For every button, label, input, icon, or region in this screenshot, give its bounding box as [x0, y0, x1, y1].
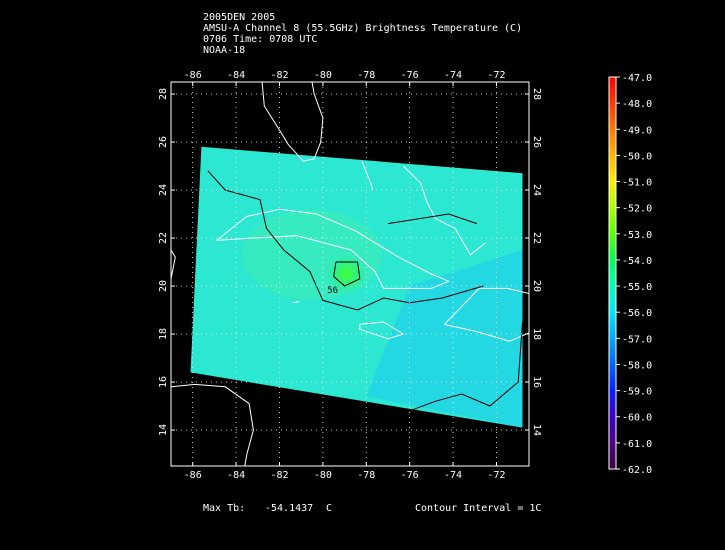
colorbar-tick-label: -53.0 — [622, 230, 652, 241]
colorbar-segment — [609, 442, 616, 470]
axis-ticks: -86 -86 -84 -84 -82 -82 -80 -80 -78 -78 -76 -76 -74 -… — [158, 70, 542, 481]
colorbar-tick-label: -62.0 — [622, 465, 652, 476]
colorbar-segment — [609, 103, 616, 130]
x-tick-label-bottom: -84 — [227, 470, 245, 481]
contour-label: 56 — [327, 286, 338, 296]
y-tick-label-left: 28 — [158, 88, 169, 100]
colorbar: -47.0 -48.0 -49.0 -50.0 -51.0 -52.0 -53.0 -54.0… — [608, 73, 652, 476]
colorbar-tick-label: -58.0 — [622, 360, 652, 371]
colorbar-tick-label: -48.0 — [622, 99, 652, 110]
y-tick-label-left: 14 — [158, 424, 169, 436]
grid-layer — [171, 82, 529, 466]
x-tick-label-bottom: -76 — [401, 470, 419, 481]
max-tb-unit: C — [326, 503, 333, 514]
colorbar-tick-label: -60.0 — [622, 413, 652, 424]
contour-east — [387, 213, 478, 225]
colorbar-segment — [609, 259, 616, 287]
y-tick-label-left: 24 — [158, 184, 169, 196]
y-tick-label-right: 22 — [531, 232, 542, 244]
x-tick-label-top: -72 — [487, 70, 505, 81]
y-tick-label-right: 24 — [531, 184, 542, 196]
cayman-islands — [292, 301, 300, 304]
contour-interval: Contour Interval = 1C — [415, 503, 542, 514]
colorbar-segment — [609, 286, 616, 313]
colorbar-segment — [609, 129, 616, 156]
max-tb-label: Max Tb: — [203, 503, 246, 514]
colorbar-segment — [609, 155, 616, 183]
colorbar-tick-label: -61.0 — [622, 439, 652, 450]
title-line-1: 2005DEN 2005 — [203, 12, 276, 23]
colorbar-segment — [609, 312, 616, 339]
bahamas-chain — [402, 165, 486, 256]
cuba-coast — [216, 208, 451, 289]
colorbar-tick-label: -56.0 — [622, 308, 652, 319]
colorbar-segment — [609, 233, 616, 261]
contour-south — [409, 321, 523, 412]
y-tick-label-left: 18 — [158, 328, 169, 340]
colorbar-segment — [609, 77, 616, 104]
colorbar-segment — [609, 364, 616, 392]
colorbar-tick-label: -54.0 — [622, 256, 652, 267]
title-line-2: AMSU-A Channel 8 (55.5GHz) Brightness Te… — [203, 23, 523, 34]
y-tick-label-left: 22 — [158, 232, 169, 244]
colorbar-segment — [609, 390, 616, 418]
colorbar-tick-label: -47.0 — [622, 73, 652, 84]
y-tick-label-right: 20 — [531, 280, 542, 292]
colorbar-tick-label: -49.0 — [622, 125, 652, 136]
colorbar-tick-label: -55.0 — [622, 282, 652, 293]
y-tick-label-right: 16 — [531, 376, 542, 388]
swath-cool-region — [366, 250, 523, 428]
x-tick-label-top: -82 — [270, 70, 288, 81]
x-tick-label-top: -74 — [444, 70, 462, 81]
hispaniola-coast — [444, 287, 529, 342]
coastline-layer — [171, 82, 529, 466]
x-tick-label-top: -80 — [314, 70, 332, 81]
florida-coast — [261, 82, 324, 162]
jamaica-coast — [359, 321, 405, 340]
map-frame — [170, 81, 530, 467]
x-tick-label-bottom: -80 — [314, 470, 332, 481]
y-tick-label-right: 14 — [531, 424, 542, 436]
contour-inner — [333, 261, 361, 287]
colorbar-frame — [608, 76, 617, 470]
x-tick-label-bottom: -72 — [487, 470, 505, 481]
x-tick-label-bottom: -86 — [184, 470, 202, 481]
swath-layer — [190, 146, 523, 428]
x-tick-label-bottom: -74 — [444, 470, 462, 481]
colorbar-segment — [609, 416, 616, 444]
colorbar-tick-label: -57.0 — [622, 334, 652, 345]
title-line-4: NOAA-18 — [203, 45, 246, 56]
x-tick-label-top: -78 — [357, 70, 375, 81]
colorbar-segment — [609, 338, 616, 365]
colorbar-tick-label: -59.0 — [622, 387, 652, 398]
x-tick-label-bottom: -78 — [357, 470, 375, 481]
x-tick-label-top: -84 — [227, 70, 245, 81]
x-tick-label-top: -76 — [401, 70, 419, 81]
colorbar-tick-label: -50.0 — [622, 151, 652, 162]
colorbar-segment — [609, 181, 616, 209]
title-line-3: 0706 Time: 0708 UTC — [203, 34, 318, 45]
y-tick-label-left: 26 — [158, 136, 169, 148]
y-tick-label-left: 16 — [158, 376, 169, 388]
yucatan-coast — [171, 249, 176, 279]
colorbar-tick-label: -52.0 — [622, 204, 652, 215]
y-tick-label-left: 20 — [158, 280, 169, 292]
colorbar-segment — [609, 207, 616, 235]
x-tick-label-bottom: -82 — [270, 470, 288, 481]
x-tick-label-top: -86 — [184, 70, 202, 81]
colorbar-tick-label: -51.0 — [622, 178, 652, 189]
max-tb-value: -54.1437 — [265, 503, 314, 514]
y-tick-label-right: 28 — [531, 88, 542, 100]
y-tick-label-right: 18 — [531, 328, 542, 340]
bahamas-andros — [361, 161, 374, 191]
central-america-coast — [171, 383, 254, 466]
y-tick-label-right: 26 — [531, 136, 542, 148]
